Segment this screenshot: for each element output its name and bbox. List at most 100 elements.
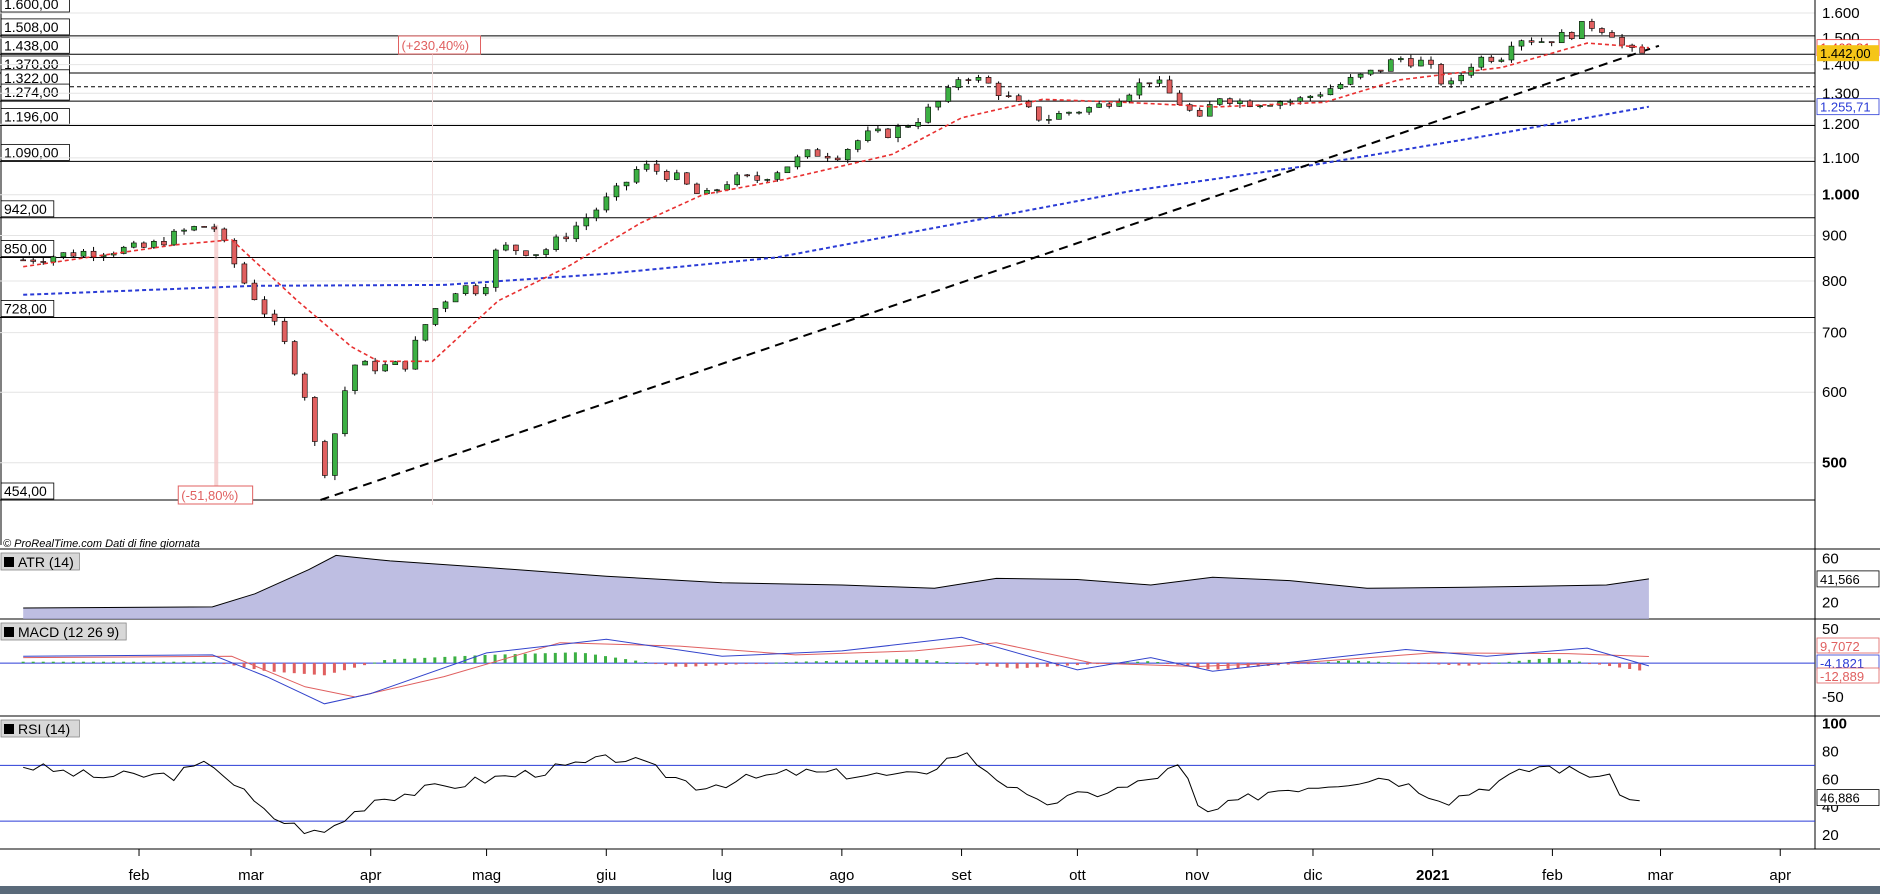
price-panel: 1.600,00 1.508,00 1.438,00 1.370,001.322,00… bbox=[0, 0, 1880, 849]
macd-histogram-bar bbox=[1045, 663, 1049, 667]
macd-histogram-bar bbox=[242, 663, 246, 668]
macd-histogram-bar bbox=[292, 663, 296, 674]
macd-histogram-bar bbox=[915, 659, 919, 664]
candle-body bbox=[1176, 92, 1183, 105]
candle-body bbox=[1136, 82, 1143, 96]
candle-body bbox=[1367, 69, 1374, 75]
macd-histogram-bar bbox=[1417, 663, 1421, 665]
macd-histogram-bar bbox=[1487, 663, 1491, 665]
y-tick-label: 1.300 bbox=[1822, 85, 1860, 102]
macd-histogram-bar bbox=[1065, 663, 1069, 666]
macd-histogram-bar bbox=[1336, 661, 1340, 664]
macd-histogram-bar bbox=[855, 660, 859, 664]
candle-body bbox=[714, 189, 720, 192]
macd-histogram-bar bbox=[875, 659, 879, 664]
macd-histogram-bar bbox=[122, 661, 126, 664]
candle-body bbox=[1548, 41, 1555, 44]
macd-histogram-bar bbox=[353, 663, 357, 668]
atr-y-tick: 60 bbox=[1822, 551, 1839, 568]
candle-body bbox=[855, 140, 861, 150]
candle-body bbox=[724, 184, 730, 191]
macd-histogram-bar bbox=[81, 661, 85, 664]
watermark: © ProRealTime.com Dati di fine giornata bbox=[3, 538, 200, 550]
macd-histogram-bar bbox=[1497, 662, 1501, 664]
macd-histogram-bar bbox=[1427, 663, 1431, 665]
candle-body bbox=[865, 130, 871, 141]
candle-body bbox=[965, 79, 972, 81]
macd-histogram-bar bbox=[312, 663, 316, 675]
candle-body bbox=[482, 287, 489, 295]
macd-histogram-bar bbox=[804, 661, 808, 664]
macd-histogram-bar bbox=[1196, 663, 1200, 668]
candle-body bbox=[1619, 36, 1625, 46]
x-tick-label: mar bbox=[238, 867, 264, 884]
macd-histogram-bar bbox=[142, 661, 146, 664]
candle-body bbox=[1257, 105, 1263, 108]
x-tick-label: 2021 bbox=[1416, 867, 1449, 884]
macd-histogram-bar bbox=[132, 661, 136, 664]
price-tag-label: 1.255,71 bbox=[1820, 100, 1871, 115]
macd-histogram-bar bbox=[272, 663, 276, 672]
candle-body bbox=[1609, 32, 1615, 38]
macd-histogram-bar bbox=[533, 653, 537, 664]
macd-label: MACD (12 26 9) bbox=[18, 624, 119, 640]
candle-body bbox=[1357, 73, 1364, 78]
x-tick-label: apr bbox=[1769, 867, 1791, 884]
candle-body bbox=[955, 79, 962, 88]
candle-body bbox=[1327, 88, 1334, 96]
macd-histogram-bar bbox=[373, 662, 377, 664]
rsi-y-tick: 20 bbox=[1822, 827, 1839, 844]
x-tick-label: set bbox=[952, 867, 973, 884]
macd-histogram-bar bbox=[1236, 663, 1240, 669]
macd-histogram-bar bbox=[1618, 663, 1622, 668]
y-tick-label: 1.000 bbox=[1822, 187, 1860, 204]
macd-histogram-bar bbox=[1577, 661, 1581, 664]
atr-line bbox=[23, 554, 1649, 609]
macd-histogram-bar bbox=[423, 657, 427, 664]
candle-body bbox=[1558, 31, 1565, 44]
candle-body bbox=[402, 361, 409, 370]
candle-body bbox=[503, 244, 509, 251]
macd-histogram-bar bbox=[834, 660, 838, 664]
macd-histogram-bar bbox=[1447, 663, 1451, 665]
macd-histogram-bar bbox=[614, 657, 618, 664]
candle-body bbox=[935, 101, 942, 108]
x-tick-label: nov bbox=[1185, 867, 1210, 884]
candle-body bbox=[392, 361, 399, 365]
candle-body bbox=[995, 82, 1002, 96]
candle-body bbox=[1317, 94, 1324, 97]
candle-body bbox=[824, 155, 831, 159]
candle-body bbox=[342, 390, 348, 435]
candle-body bbox=[875, 128, 881, 132]
candle-body bbox=[1237, 100, 1243, 104]
macd-histogram-bar bbox=[282, 663, 286, 673]
candle-body bbox=[1146, 82, 1153, 85]
x-tick-label: apr bbox=[360, 867, 382, 884]
macd-histogram-bar bbox=[1377, 661, 1381, 664]
candle-body bbox=[834, 157, 841, 161]
candle-body bbox=[1568, 31, 1575, 39]
macd-histogram-bar bbox=[674, 663, 678, 667]
candle-body bbox=[975, 77, 982, 81]
macd-signal-line bbox=[23, 642, 1649, 698]
macd-histogram-bar bbox=[31, 661, 35, 664]
macd-histogram-bar bbox=[483, 655, 487, 664]
macd-histogram-bar bbox=[634, 660, 638, 664]
candle-body bbox=[543, 249, 549, 255]
macd-tag-label: -4,1821 bbox=[1820, 656, 1864, 671]
macd-histogram-bar bbox=[563, 652, 567, 664]
macd-histogram-bar bbox=[463, 655, 467, 664]
level-label: 1.196,00 bbox=[4, 109, 59, 125]
macd-histogram-bar bbox=[1557, 658, 1561, 664]
macd-histogram-bar bbox=[1608, 663, 1612, 667]
candle-body bbox=[1377, 69, 1384, 72]
macd-histogram-bar bbox=[322, 663, 326, 676]
x-tick-label: feb bbox=[1542, 867, 1563, 884]
candle-body bbox=[1337, 84, 1344, 89]
macd-histogram-bar bbox=[342, 663, 346, 671]
macd-histogram-bar bbox=[212, 661, 216, 664]
macd-histogram-bar bbox=[332, 663, 336, 673]
candle-body bbox=[945, 87, 952, 102]
macd-histogram-bar bbox=[1316, 662, 1320, 664]
